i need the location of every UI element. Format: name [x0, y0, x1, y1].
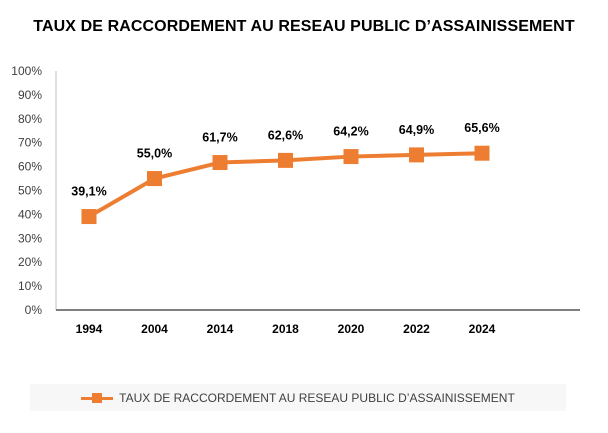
- y-tick-label: 70%: [18, 136, 42, 150]
- x-tick-label: 2020: [338, 322, 365, 336]
- data-point-marker: [474, 145, 490, 161]
- x-tick-label: 2004: [141, 322, 168, 336]
- legend: TAUX DE RACCORDEMENT AU RESEAU PUBLIC D’…: [30, 384, 566, 411]
- y-tick-label: 40%: [18, 207, 42, 221]
- x-tick-label: 1994: [76, 322, 103, 336]
- x-tick-label: 2022: [403, 322, 430, 336]
- y-tick-label: 90%: [18, 88, 42, 102]
- y-tick-label: 60%: [18, 160, 42, 174]
- data-label: 61,7%: [202, 131, 237, 145]
- data-point-marker: [147, 171, 162, 187]
- y-tick-label: 20%: [18, 255, 42, 269]
- data-label: 64,2%: [333, 125, 368, 139]
- chart-title: TAUX DE RACCORDEMENT AU RESEAU PUBLIC D’…: [33, 18, 575, 35]
- y-tick-label: 10%: [18, 279, 42, 293]
- x-tick-label: 2014: [207, 322, 234, 336]
- data-point-marker: [81, 209, 97, 225]
- y-tick-label: 100%: [11, 64, 42, 78]
- legend-label: TAUX DE RACCORDEMENT AU RESEAU PUBLIC D’…: [119, 390, 515, 405]
- data-point-marker: [212, 155, 228, 171]
- y-tick-label: 50%: [18, 184, 42, 198]
- data-point-marker: [409, 147, 424, 163]
- data-point-marker: [278, 152, 293, 168]
- data-point-marker: [343, 149, 359, 165]
- data-label: 64,9%: [399, 123, 434, 137]
- data-label: 62,6%: [268, 128, 303, 142]
- data-label: 55,0%: [137, 147, 172, 161]
- y-tick-label: 30%: [18, 231, 42, 245]
- x-tick-label: 2024: [469, 322, 496, 336]
- y-tick-label: 0%: [25, 303, 43, 317]
- y-tick-label: 80%: [18, 112, 42, 126]
- data-label: 39,1%: [71, 185, 106, 199]
- legend-swatch-icon: [81, 392, 114, 404]
- x-tick-label: 2018: [272, 322, 299, 336]
- data-label: 65,6%: [464, 121, 499, 135]
